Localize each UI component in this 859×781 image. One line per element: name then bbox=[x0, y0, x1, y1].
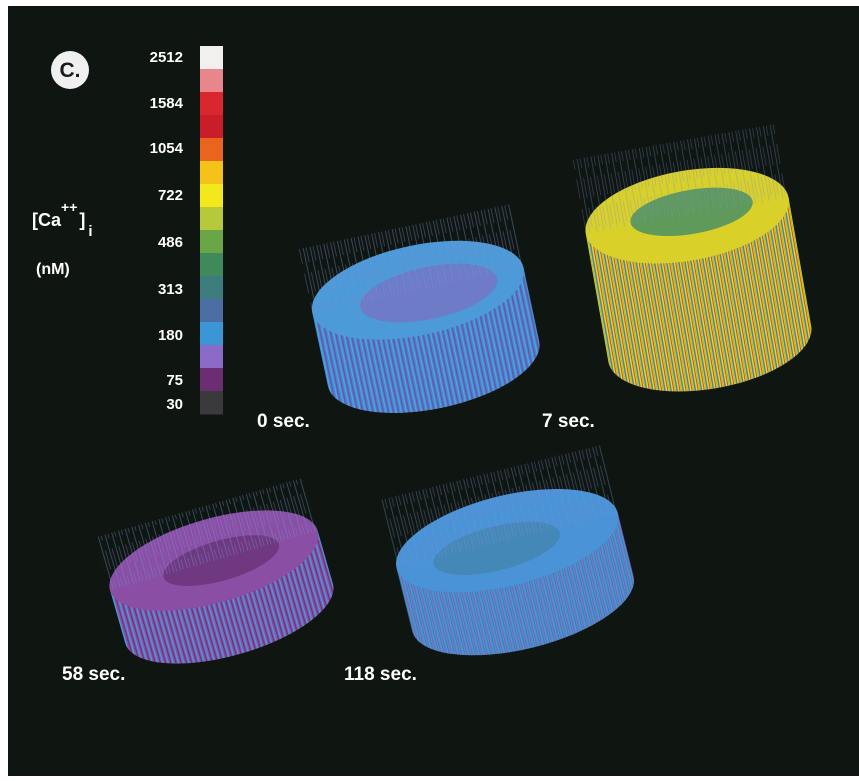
colorbar-label: 30 bbox=[166, 396, 183, 413]
colorbar-swatch bbox=[200, 115, 223, 139]
colorbar-label: 75 bbox=[166, 372, 183, 389]
colorbar-swatch bbox=[200, 299, 223, 323]
title-subscript: i bbox=[88, 223, 92, 240]
colorbar-label: 180 bbox=[158, 327, 183, 344]
title-bracket: ] bbox=[79, 210, 85, 230]
figure: C. 2512 1584 1054 722 486 313 180 75 30 … bbox=[0, 0, 859, 776]
colorbar-label: 2512 bbox=[150, 49, 183, 66]
panel-label: C. bbox=[60, 59, 81, 82]
colorbar-label: 1054 bbox=[150, 140, 184, 157]
title-main: [Ca bbox=[32, 210, 62, 230]
colorbar-swatch bbox=[200, 368, 223, 392]
colorbar-swatch bbox=[200, 184, 223, 208]
colorbar-swatch bbox=[200, 46, 223, 70]
colorbar-swatch bbox=[200, 207, 223, 231]
colorbar-label: 1584 bbox=[150, 95, 184, 112]
colorbar-label: 486 bbox=[158, 234, 183, 251]
colorbar-swatch bbox=[200, 253, 223, 277]
colorbar-unit: (nM) bbox=[36, 261, 70, 278]
time-label: 0 sec. bbox=[257, 411, 310, 432]
colorbar-swatch bbox=[200, 161, 223, 185]
colorbar-swatch bbox=[200, 69, 223, 93]
colorbar-label: 722 bbox=[158, 187, 183, 204]
colorbar-label: 313 bbox=[158, 281, 183, 298]
colorbar-swatch bbox=[200, 276, 223, 300]
colorbar-swatch bbox=[200, 345, 223, 369]
time-label: 118 sec. bbox=[344, 664, 417, 685]
colorbar-swatch bbox=[200, 322, 223, 346]
colorbar-swatch bbox=[200, 230, 223, 254]
colorbar-swatch bbox=[200, 92, 223, 116]
surface-plot bbox=[573, 124, 819, 406]
time-label: 58 sec. bbox=[62, 664, 125, 685]
colorbar-swatch bbox=[200, 391, 223, 415]
colorbar-swatch bbox=[200, 138, 223, 162]
colorbar bbox=[200, 46, 223, 415]
title-superscript: ++ bbox=[61, 199, 77, 215]
time-label: 7 sec. bbox=[542, 411, 595, 432]
